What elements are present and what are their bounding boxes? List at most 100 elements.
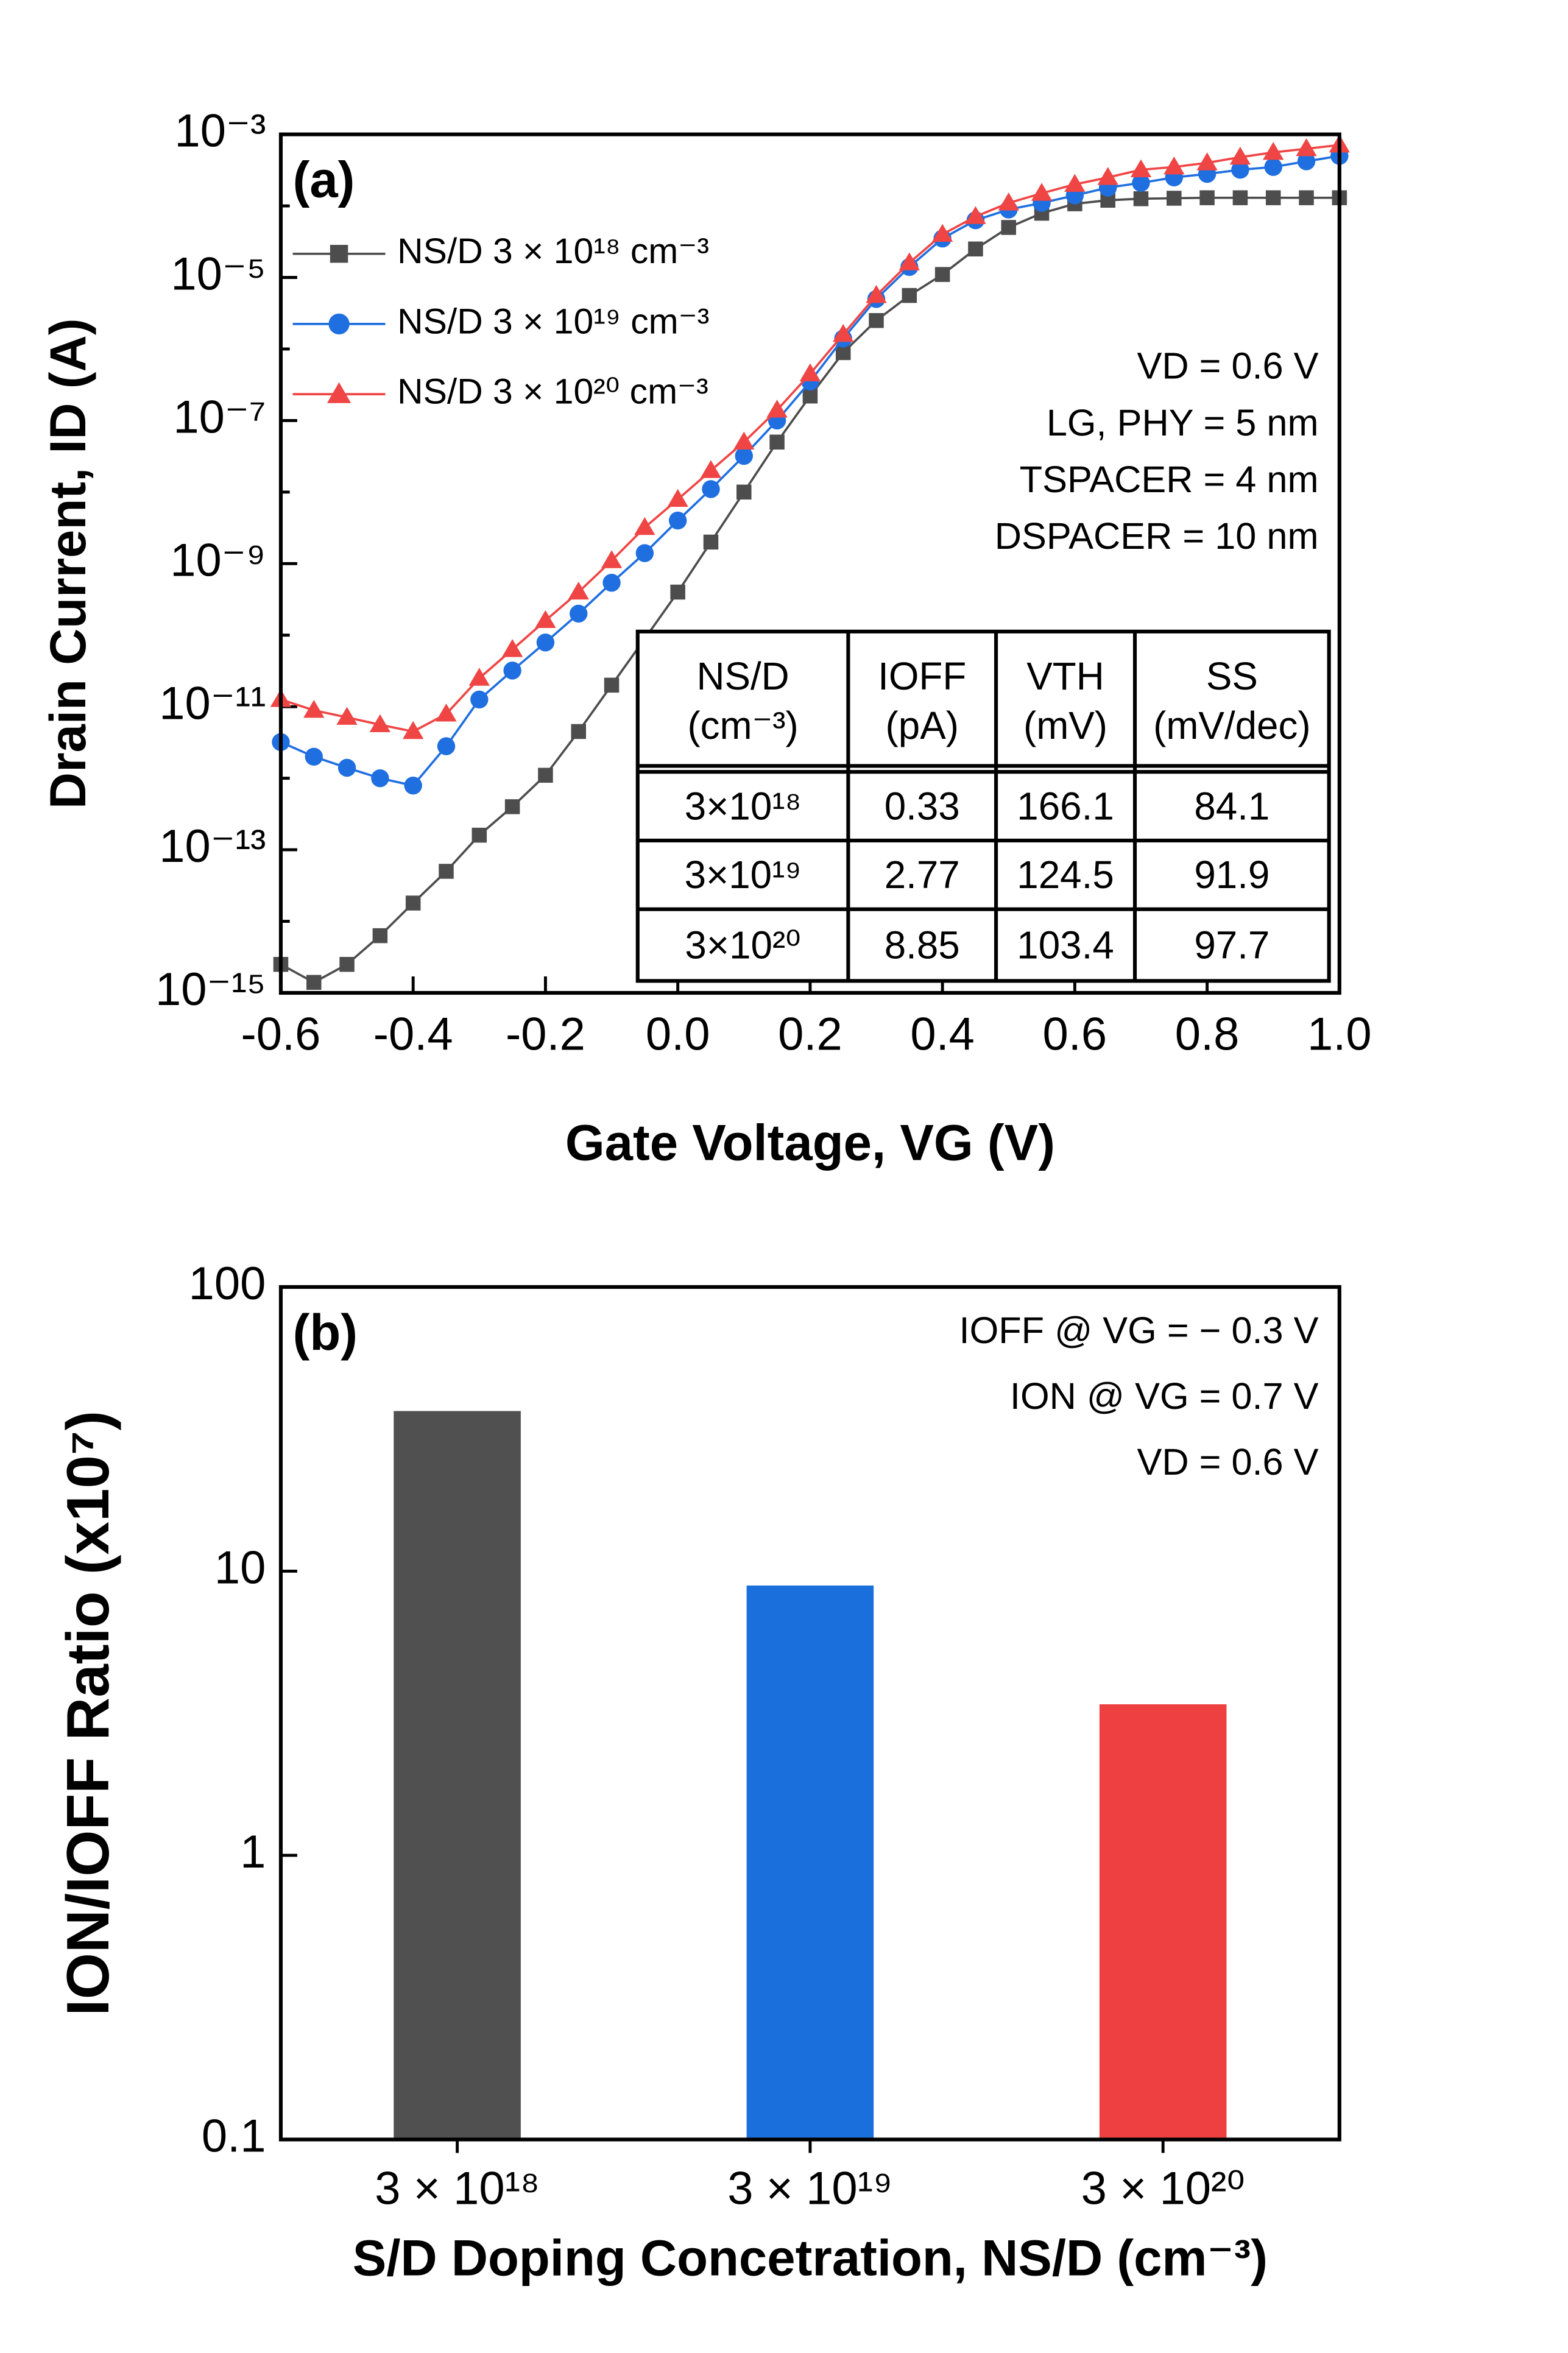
marker [437,737,456,755]
bar [394,1411,521,2140]
panel-label: (a) [293,152,355,208]
table-header: VTH [1026,654,1104,698]
marker [1130,159,1152,177]
plot-frame [278,1285,1341,2142]
marker [667,489,688,507]
x-tick-label: 3 × 10²⁰ [1081,2162,1245,2214]
x-tick-label: 0.6 [1043,1009,1107,1060]
marker [998,192,1019,211]
annotation: DSPACER = 10 nm [995,515,1319,557]
annotation: VD = 0.6 V [1137,1441,1319,1483]
table-header: (pA) [886,704,959,747]
table-header: (mV) [1023,704,1107,747]
annotation: VD = 0.6 V [1137,345,1319,387]
y-tick-label: 100 [189,1258,266,1310]
marker [501,639,523,657]
legend-marker [327,382,351,403]
marker [1296,138,1317,157]
annotation: ION @ VG = 0.7 V [1010,1375,1319,1417]
marker [802,388,818,404]
marker [1164,156,1185,175]
marker [1229,146,1251,165]
table-cell: 84.1 [1194,784,1270,828]
legend-label: NS/D 3 × 10¹⁸ cm⁻³ [397,231,709,271]
marker [1232,190,1248,205]
marker [303,699,325,718]
table-header: SS [1206,654,1258,698]
marker [670,584,685,600]
marker [866,284,887,303]
plot-frame [278,132,1341,995]
table-cell: 103.4 [1017,923,1114,967]
marker [769,434,785,450]
marker [1264,158,1282,176]
y-axis-title: Drain Current, ID (A) [40,319,96,810]
marker [436,704,457,722]
table-cell: 91.9 [1194,853,1270,897]
y-tick-label: 10⁻¹⁵ [155,964,266,1015]
marker [835,345,851,361]
table-header: (cm⁻³) [687,704,798,747]
marker [634,517,655,535]
marker [337,758,356,777]
marker [405,895,421,911]
marker [766,400,788,418]
y-tick-label: 0.1 [202,2111,266,2162]
y-tick-label: 1 [240,1826,266,1878]
marker [535,610,556,629]
y-tick-label: 10⁻⁹ [170,534,266,586]
x-tick-label: 3 × 10¹⁹ [727,2162,892,2214]
table-border [635,629,1331,983]
marker [668,511,687,530]
marker [305,747,323,766]
bar [746,1586,874,2140]
marker [601,550,623,568]
x-tick-label: 0.2 [778,1009,842,1060]
marker [571,724,586,739]
marker [503,661,521,680]
y-axis-title: ION/IOFF Ratio (x10⁷) [54,1411,121,2016]
legend-marker [328,313,350,335]
marker [899,252,920,270]
marker [1265,190,1281,205]
x-tick-label: 0.8 [1175,1009,1240,1060]
marker [1299,190,1314,205]
x-axis-title: Gate Voltage, VG (V) [565,1114,1055,1171]
legend-label: NS/D 3 × 10²⁰ cm⁻³ [397,372,708,412]
marker [536,633,555,652]
marker [700,460,722,478]
annotation: IOFF @ VG = − 0.3 V [959,1310,1319,1351]
marker [833,323,854,342]
marker [336,707,358,725]
marker [735,446,753,465]
y-tick-label: 10⁻¹³ [159,820,266,872]
table-cell: 166.1 [1017,784,1114,828]
x-tick-label: 3 × 10¹⁸ [375,2162,540,2214]
x-tick-label: -0.6 [241,1009,321,1060]
marker [468,668,490,686]
annotation: LG, PHY = 5 nm [1047,402,1319,443]
marker [931,224,953,242]
table-cell: 124.5 [1017,853,1114,897]
marker [799,363,821,381]
marker [568,581,589,600]
marker [403,721,424,739]
marker [604,677,620,693]
marker [538,767,553,783]
table-header: (mV/dec) [1153,704,1310,747]
marker [306,975,322,990]
x-tick-label: 1.0 [1307,1009,1372,1060]
table-cell: 0.33 [885,784,960,828]
panel-label: (b) [293,1304,358,1361]
marker [339,957,355,972]
y-tick-label: 10 [214,1542,266,1593]
marker [1097,167,1118,185]
marker [470,690,489,709]
marker [570,604,588,623]
table-header: IOFF [878,654,966,698]
y-tick-label: 10⁻¹¹ [159,677,266,729]
table-cell: 3×10¹⁹ [685,853,802,897]
marker [869,312,884,328]
table-cell: 3×10²⁰ [685,923,800,967]
